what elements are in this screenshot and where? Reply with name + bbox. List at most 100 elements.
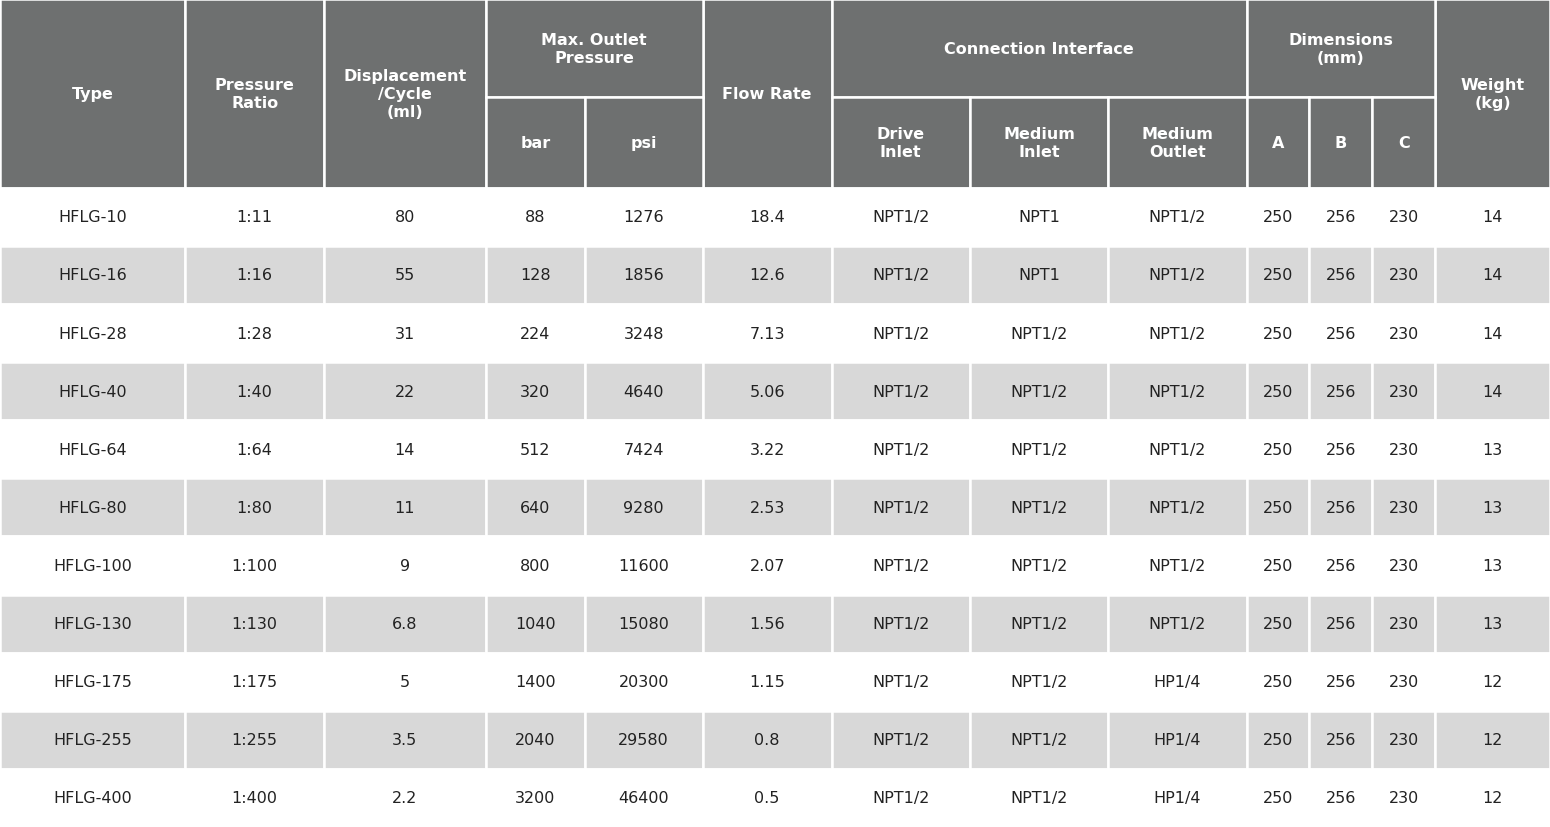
- Text: 250: 250: [1263, 326, 1293, 342]
- Text: 250: 250: [1263, 791, 1293, 805]
- Text: 29580: 29580: [618, 733, 670, 748]
- Bar: [1372, 246, 1435, 304]
- Bar: [1246, 246, 1310, 304]
- Bar: [1246, 769, 1310, 827]
- Bar: [0, 421, 186, 479]
- Bar: [584, 98, 702, 189]
- Bar: [584, 246, 702, 304]
- Bar: [186, 363, 324, 421]
- Bar: [1372, 537, 1435, 595]
- Text: 1.15: 1.15: [749, 674, 784, 690]
- Bar: [186, 711, 324, 769]
- Bar: [584, 595, 702, 653]
- Text: Drive
Inlet: Drive Inlet: [877, 127, 925, 160]
- Text: 250: 250: [1263, 558, 1293, 573]
- Text: NPT1/2: NPT1/2: [1011, 558, 1068, 573]
- Bar: [1372, 711, 1435, 769]
- Bar: [1435, 769, 1550, 827]
- Text: NPT1/2: NPT1/2: [1011, 674, 1068, 690]
- Text: 250: 250: [1263, 385, 1293, 399]
- Text: 1040: 1040: [515, 616, 555, 631]
- Bar: [970, 711, 1108, 769]
- Text: 250: 250: [1263, 500, 1293, 515]
- Bar: [1310, 537, 1372, 595]
- Bar: [186, 537, 324, 595]
- Text: 1856: 1856: [623, 268, 663, 283]
- Text: 256: 256: [1325, 733, 1356, 748]
- Bar: [485, 479, 584, 537]
- Bar: [832, 711, 970, 769]
- Bar: [1435, 537, 1550, 595]
- Text: 20300: 20300: [618, 674, 670, 690]
- Bar: [0, 363, 186, 421]
- Text: HP1/4: HP1/4: [1153, 733, 1201, 748]
- Text: 640: 640: [521, 500, 550, 515]
- Text: 1:175: 1:175: [231, 674, 277, 690]
- Bar: [186, 421, 324, 479]
- Text: HFLG-100: HFLG-100: [53, 558, 132, 573]
- Text: HP1/4: HP1/4: [1153, 791, 1201, 805]
- Text: HFLG-10: HFLG-10: [59, 210, 127, 225]
- Bar: [1372, 98, 1435, 189]
- Text: NPT1/2: NPT1/2: [1149, 210, 1206, 225]
- Bar: [324, 363, 485, 421]
- Bar: [970, 595, 1108, 653]
- Text: NPT1/2: NPT1/2: [873, 385, 930, 399]
- Bar: [1372, 421, 1435, 479]
- Text: NPT1/2: NPT1/2: [873, 268, 930, 283]
- Text: 14: 14: [1482, 268, 1504, 283]
- Bar: [186, 304, 324, 363]
- Bar: [485, 537, 584, 595]
- Bar: [1435, 363, 1550, 421]
- Text: NPT1/2: NPT1/2: [873, 500, 930, 515]
- Bar: [1435, 595, 1550, 653]
- Bar: [186, 479, 324, 537]
- Bar: [1246, 537, 1310, 595]
- Text: 1:11: 1:11: [237, 210, 273, 225]
- Bar: [1246, 189, 1310, 246]
- Text: 14: 14: [1482, 326, 1504, 342]
- Text: NPT1/2: NPT1/2: [873, 558, 930, 573]
- Bar: [1246, 98, 1310, 189]
- Bar: [1435, 246, 1550, 304]
- Text: 12: 12: [1482, 733, 1504, 748]
- Text: 11: 11: [395, 500, 415, 515]
- Bar: [832, 479, 970, 537]
- Bar: [1108, 595, 1246, 653]
- Bar: [702, 0, 832, 189]
- Bar: [1108, 189, 1246, 246]
- Text: 14: 14: [395, 442, 415, 457]
- Text: 9: 9: [400, 558, 409, 573]
- Bar: [832, 98, 970, 189]
- Text: NPT1/2: NPT1/2: [1011, 385, 1068, 399]
- Text: 128: 128: [519, 268, 550, 283]
- Bar: [1108, 421, 1246, 479]
- Bar: [1310, 363, 1372, 421]
- Bar: [1246, 304, 1310, 363]
- Text: 250: 250: [1263, 674, 1293, 690]
- Text: NPT1/2: NPT1/2: [1149, 326, 1206, 342]
- Bar: [1310, 653, 1372, 711]
- Text: C: C: [1398, 136, 1409, 151]
- Text: 1.56: 1.56: [749, 616, 784, 631]
- Bar: [1108, 711, 1246, 769]
- Bar: [970, 653, 1108, 711]
- Text: Medium
Inlet: Medium Inlet: [1003, 127, 1076, 160]
- Text: Dimensions
(mm): Dimensions (mm): [1288, 32, 1393, 65]
- Text: 256: 256: [1325, 674, 1356, 690]
- Bar: [1310, 421, 1372, 479]
- Text: 6.8: 6.8: [392, 616, 417, 631]
- Text: 256: 256: [1325, 558, 1356, 573]
- Bar: [1310, 711, 1372, 769]
- Text: NPT1/2: NPT1/2: [1149, 385, 1206, 399]
- Text: 0.8: 0.8: [755, 733, 780, 748]
- Bar: [485, 0, 702, 98]
- Text: 512: 512: [519, 442, 550, 457]
- Text: 256: 256: [1325, 326, 1356, 342]
- Text: NPT1/2: NPT1/2: [873, 210, 930, 225]
- Bar: [324, 304, 485, 363]
- Bar: [702, 653, 832, 711]
- Text: NPT1/2: NPT1/2: [1149, 268, 1206, 283]
- Bar: [970, 769, 1108, 827]
- Text: bar: bar: [521, 136, 550, 151]
